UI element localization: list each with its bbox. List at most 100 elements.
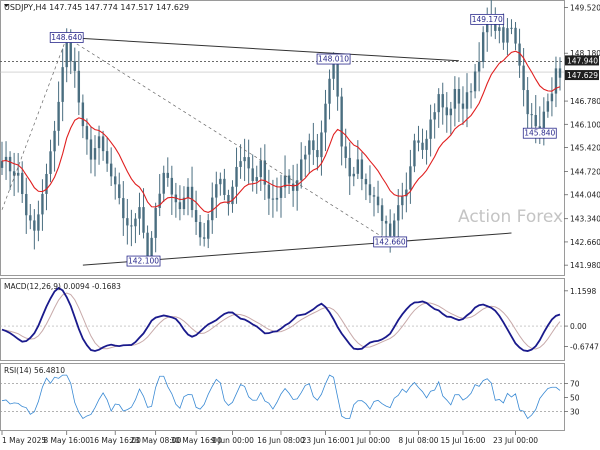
axes: 149.520 148.180 146.780 146.100 145.420 144.7… [1,3,600,445]
candle [526,77,529,131]
candle [481,26,485,69]
candle [251,154,254,192]
rsi-panel-frame [0,363,565,431]
candle [53,120,56,172]
candle [142,188,145,239]
candle [267,169,271,215]
price-annotation: 145.840 [522,127,557,139]
macd-signal-line [1,292,561,350]
x-axis-tick-label: 23 Jul 00:00 [493,436,538,445]
price-plot: 148.640 148.010 149.170 145.840 142.100 142.6… [0,0,564,267]
candle [134,213,137,244]
candle [546,93,550,118]
candle [441,82,444,125]
price-axis-tick-label: 143.340 [570,215,600,224]
candle [182,186,186,216]
candle [49,139,52,183]
candle [109,147,113,186]
candle [550,77,554,117]
macd-panel-frame [0,278,565,361]
price-annotation: 149.170 [470,13,505,25]
candle [219,172,222,196]
current-price-box: 147.629 [565,70,599,81]
candle [304,145,307,177]
price-axis-tick-label: 142.660 [570,238,600,247]
candle [45,163,48,211]
trendline [1,37,68,210]
candle [41,179,44,231]
candle [320,120,323,176]
candle [186,178,190,216]
candle [122,181,125,236]
watermark: Action Forex [458,207,563,227]
candle [198,214,202,246]
candle [239,144,242,179]
candle [324,89,327,152]
price-annotation-text: 148.640 [51,33,82,42]
candle [118,172,121,205]
current-price-box: 147.940 [565,55,599,66]
candle [316,133,319,171]
moving-average-line [1,50,561,213]
candle [243,138,246,182]
x-axis-tick-label: 30 May 16:00 [170,436,222,445]
candle [255,165,258,194]
rsi-plot [0,374,564,420]
candle [465,73,469,128]
candle [97,125,101,165]
price-annotation-text: 142.100 [128,257,159,266]
candle [223,168,226,201]
candle [380,198,384,236]
trendline [66,37,459,62]
price-axis-tick-label: 149.520 [570,3,600,12]
candle [190,166,194,218]
candle [126,198,129,245]
candle [247,139,250,184]
x-axis-tick-label: 8 May 16:00 [43,436,90,445]
candle [449,101,453,135]
candle [231,180,234,213]
candle [340,87,343,166]
candle [194,190,198,235]
collapse-triangle-icon[interactable] [4,4,9,7]
price-annotation-text: 145.840 [524,129,555,138]
candle [16,153,20,193]
price-annotation-text: 149.170 [472,15,503,24]
candle [33,209,36,250]
candle [445,92,448,133]
candle [77,51,81,116]
macd-plot [0,286,564,352]
candle [498,21,501,44]
candle [328,69,331,120]
x-axis-tick-label: 8 Jul 08:00 [398,436,438,445]
rsi-axis-tick-label: 70 [570,380,580,389]
macd-line [1,286,561,352]
price-axis-tick-label: 146.780 [570,97,600,106]
macd-axis-tick-label: 1.1598 [570,287,596,296]
candle [469,83,473,109]
candle [287,169,291,194]
candle [429,104,432,157]
candle [413,133,416,173]
candle [372,186,376,217]
candle [85,118,89,155]
candle [514,22,517,51]
candle [275,177,279,212]
candle [29,203,32,230]
candle [312,122,315,165]
trendline [66,37,391,243]
price-axis-tick-label: 144.040 [570,191,600,200]
x-axis-tick-label: 1 May 2025 [2,436,46,445]
candle [25,177,28,234]
candle [57,81,60,146]
candle [457,77,461,123]
candle [73,47,76,88]
candle [461,86,465,126]
candle [89,126,93,174]
candle [336,56,339,111]
price-annotation: 148.640 [49,32,84,43]
current-price-text: 147.940 [567,56,598,65]
candle [12,152,16,197]
candle [283,155,287,199]
